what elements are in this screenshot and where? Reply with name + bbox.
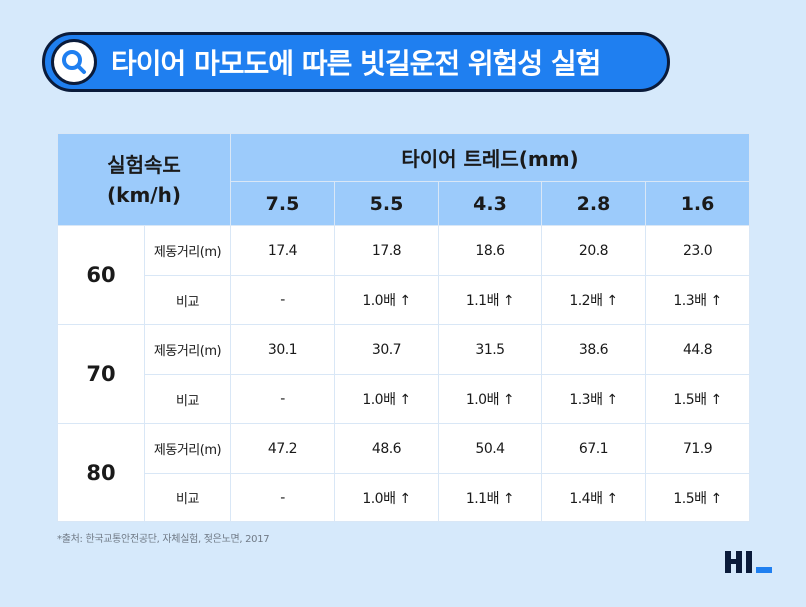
table-cell: - (230, 374, 335, 424)
speed-cell: 60 (57, 225, 145, 325)
table-cell: 1.1배 ↑ (438, 275, 542, 325)
table-cell: 1.5배 ↑ (644, 473, 751, 522)
table-cell: 48.6 (334, 423, 439, 474)
braking-distance-table: 실험속도 (km/h) 타이어 트레드(mm) 7.5 5.5 4.3 2.8 … (57, 133, 751, 522)
table-row: 60 제동거리(m) 17.4 17.8 18.6 20.8 23.0 (57, 225, 751, 325)
table-cell: 1.3배 ↑ (644, 275, 751, 325)
table-cell: 50.4 (438, 423, 542, 474)
table-cell: 1.0배 ↑ (334, 473, 439, 522)
speed-header-label: 실험속도 (107, 152, 181, 177)
table-cell: 67.1 (541, 423, 646, 474)
row-label: 제동거리(m) (144, 225, 231, 276)
table-cell: 38.6 (541, 324, 646, 375)
table-cell: 23.0 (644, 225, 751, 276)
row-label: 제동거리(m) (144, 423, 231, 474)
tread-value: 4.3 (438, 181, 542, 226)
table-cell: 1.4배 ↑ (541, 473, 646, 522)
tread-value: 1.6 (644, 181, 751, 226)
table-cell: 18.6 (438, 225, 542, 276)
table-cell: 47.2 (230, 423, 335, 474)
table-cell: 1.1배 ↑ (438, 473, 542, 522)
speed-cell: 80 (57, 423, 145, 522)
tread-value: 5.5 (334, 181, 439, 226)
table-cell: 1.2배 ↑ (541, 275, 646, 325)
page-title: 타이어 마모도에 따른 빗길운전 위험성 실험 (111, 47, 601, 80)
table-cell: - (230, 275, 335, 325)
table-row: 비교 - 1.0배 ↑ 1.1배 ↑ 1.2배 ↑ 1.3배 ↑ (58, 275, 751, 325)
table-row: 80 제동거리(m) 47.2 48.6 50.4 67.1 71.9 (57, 423, 751, 522)
table-cell: 17.8 (334, 225, 439, 276)
table-cell: 1.5배 ↑ (644, 374, 751, 424)
title-banner: 타이어 마모도에 따른 빗길운전 위험성 실험 (42, 32, 670, 92)
table-cell: 44.8 (644, 324, 751, 375)
table-cell: 31.5 (438, 324, 542, 375)
row-label: 비교 (144, 473, 231, 522)
tread-value: 7.5 (230, 181, 335, 226)
table-row: 비교 - 1.0배 ↑ 1.1배 ↑ 1.4배 ↑ 1.5배 ↑ (58, 473, 751, 522)
row-label: 제동거리(m) (144, 324, 231, 375)
tread-value: 2.8 (541, 181, 646, 226)
table-cell: 17.4 (230, 225, 335, 276)
table-cell: 1.0배 ↑ (334, 275, 439, 325)
table-cell: 1.3배 ↑ (541, 374, 646, 424)
speed-header-unit: (km/h) (107, 182, 181, 207)
row-label: 비교 (144, 374, 231, 424)
table-cell: 30.1 (230, 324, 335, 375)
speed-cell: 70 (57, 324, 145, 424)
search-icon (51, 39, 97, 85)
tread-header: 타이어 트레드(mm) (229, 133, 751, 182)
table-cell: - (230, 473, 335, 522)
table-cell: 1.0배 ↑ (334, 374, 439, 424)
hl-logo-icon (725, 551, 772, 573)
row-label: 비교 (144, 275, 231, 325)
table-row: 70 제동거리(m) 30.1 30.7 31.5 38.6 44.8 (57, 324, 751, 424)
table-cell: 1.0배 ↑ (438, 374, 542, 424)
table-row: 비교 - 1.0배 ↑ 1.0배 ↑ 1.3배 ↑ 1.5배 ↑ (58, 374, 751, 424)
table-cell: 30.7 (334, 324, 439, 375)
source-footnote: *출처: 한국교통안전공단, 자체실험, 젖은노면, 2017 (57, 534, 270, 545)
speed-header: 실험속도 (km/h) (57, 133, 231, 226)
table-cell: 71.9 (644, 423, 751, 474)
table-cell: 20.8 (541, 225, 646, 276)
